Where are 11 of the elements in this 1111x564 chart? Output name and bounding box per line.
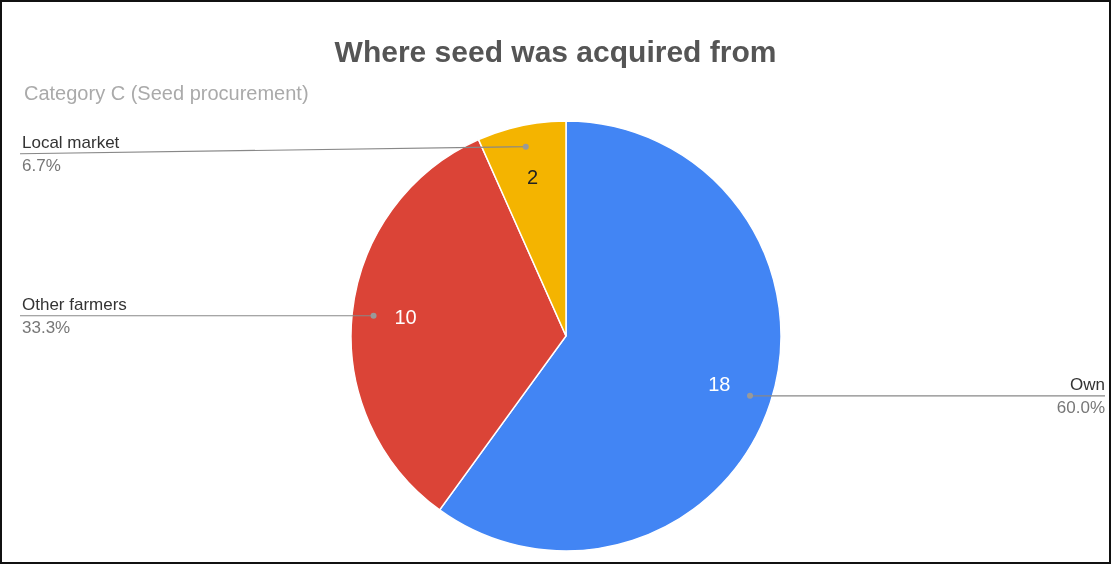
text: 33.3%	[22, 317, 71, 337]
slice-label: Local market	[22, 132, 120, 152]
slice-label: Own	[1070, 374, 1105, 394]
data-label: 2	[526, 165, 539, 188]
text: 60.0%	[1056, 397, 1105, 417]
slice-label: Other farmers	[22, 294, 127, 314]
chart-title: Where seed was acquired from	[334, 35, 777, 68]
text: 6.7%	[22, 155, 61, 175]
chart-subtitle: Category C (Seed procurement)	[24, 82, 309, 104]
data-label: 18	[708, 373, 731, 396]
data-label: 10	[394, 306, 417, 329]
